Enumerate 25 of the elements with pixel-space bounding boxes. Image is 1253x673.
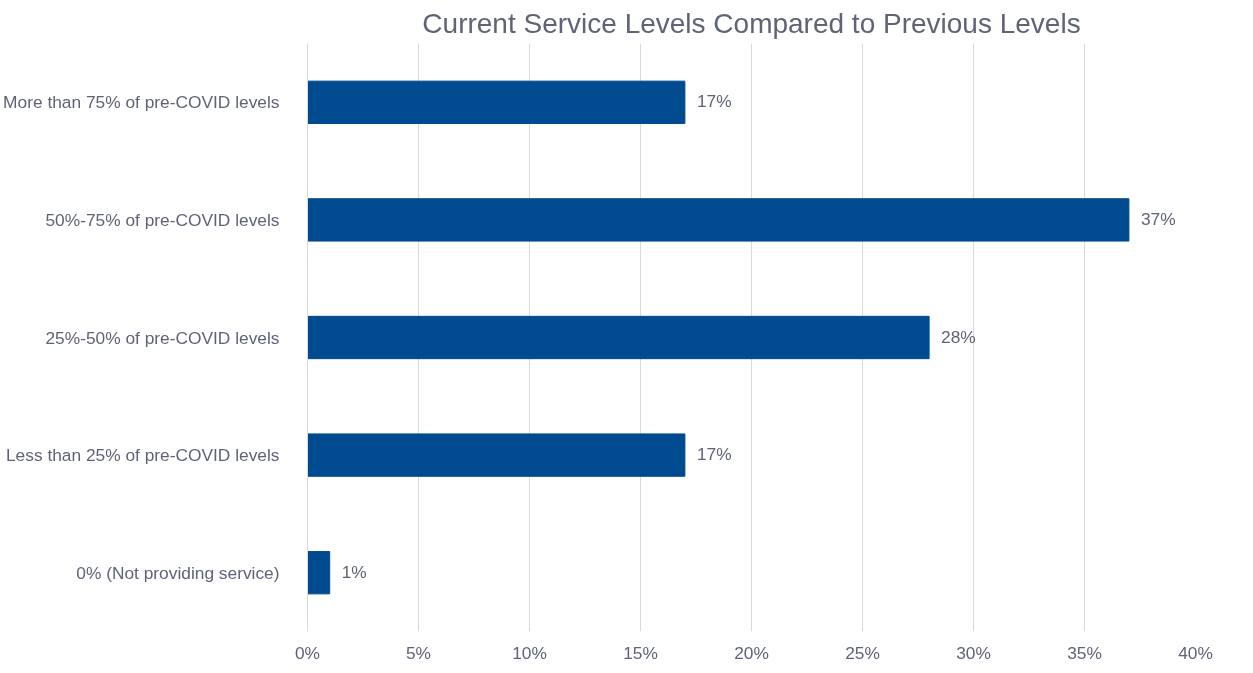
y-tick-label: Less than 25% of pre-COVID levels bbox=[5, 445, 280, 466]
x-tick-label: 25% bbox=[845, 642, 880, 663]
x-tick-label: 30% bbox=[956, 642, 991, 663]
bar bbox=[307, 80, 686, 124]
bar bbox=[307, 433, 686, 477]
y-tick-label: 0% (Not providing service) bbox=[76, 562, 280, 583]
text: 17% bbox=[696, 444, 732, 465]
text: 28% bbox=[941, 326, 976, 347]
chart-title: Current Service Levels Compared to Previous Levels bbox=[422, 7, 1081, 39]
bar bbox=[307, 551, 331, 595]
bar bbox=[307, 315, 930, 360]
x-tick-label: 35% bbox=[1067, 642, 1102, 663]
text: 37% bbox=[1140, 208, 1176, 229]
y-tick-label: 25%-50% of pre-COVID levels bbox=[45, 327, 280, 348]
text: 1% bbox=[341, 561, 367, 582]
x-tick-label: 5% bbox=[405, 642, 432, 663]
x-tick-label: 40% bbox=[1178, 642, 1213, 663]
y-tick-label: 50%-75% of pre-COVID levels bbox=[45, 209, 280, 230]
x-tick-label: 20% bbox=[734, 642, 769, 663]
x-tick-label: 15% bbox=[623, 642, 658, 663]
x-tick-label: 10% bbox=[512, 642, 547, 663]
x-tick-label: 0% bbox=[294, 642, 321, 663]
bar bbox=[307, 198, 1130, 242]
y-tick-label: More than 75% of pre-COVID levels bbox=[3, 92, 280, 113]
text: 17% bbox=[696, 91, 732, 112]
